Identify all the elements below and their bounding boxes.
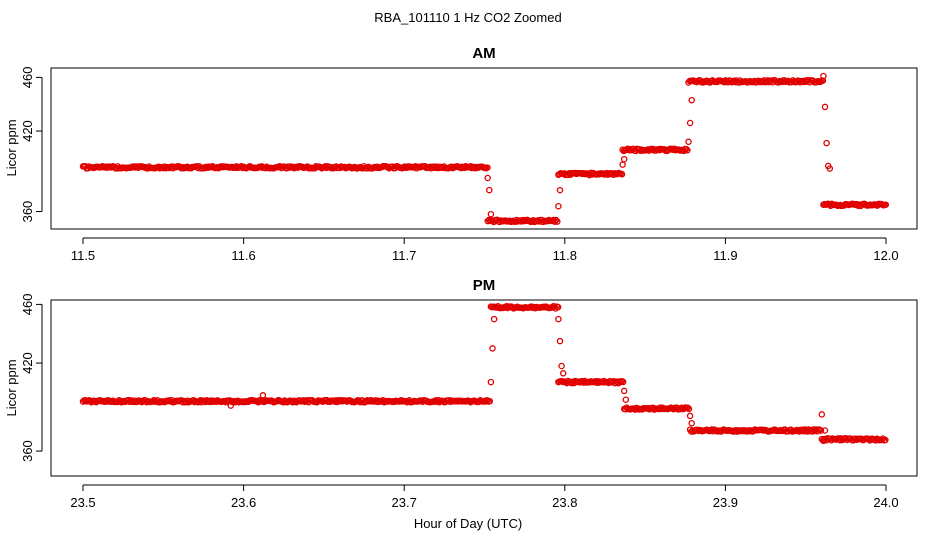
transition-point xyxy=(487,378,495,386)
transition-point xyxy=(685,138,692,146)
panel-am-points xyxy=(79,72,890,226)
data-point xyxy=(882,201,890,208)
data-point xyxy=(682,145,690,153)
transition-point xyxy=(620,387,628,395)
transition-point xyxy=(619,161,626,168)
transition-point xyxy=(686,412,694,420)
transition-point xyxy=(821,103,829,111)
y-tick-label: 460 xyxy=(20,294,35,316)
transition-point xyxy=(558,362,565,370)
transition-point xyxy=(555,202,562,210)
transition-point xyxy=(686,119,694,127)
data-point xyxy=(684,146,691,154)
data-point xyxy=(486,397,494,405)
panel-am-yaxis: 360 420 460 xyxy=(20,67,43,223)
data-point xyxy=(554,218,561,225)
panel-pm-xaxis: 23.5 23.6 23.7 23.8 23.9 24.0 xyxy=(70,484,899,510)
transition-point xyxy=(490,315,498,323)
transition-point xyxy=(821,427,829,434)
transition-point xyxy=(227,402,235,409)
y-tick-label: 360 xyxy=(20,201,35,223)
x-axis-label: Hour of Day (UTC) xyxy=(414,516,522,531)
y-tick-label: 360 xyxy=(20,440,35,462)
y-tick-label: 420 xyxy=(20,352,35,374)
x-tick-label: 11.8 xyxy=(553,248,577,263)
transition-point xyxy=(559,370,567,377)
transition-point xyxy=(489,345,496,352)
transition-point xyxy=(259,392,267,399)
data-point xyxy=(817,427,825,434)
transition-point xyxy=(823,139,830,147)
data-point xyxy=(878,436,886,444)
transition-point xyxy=(484,174,491,182)
data-point xyxy=(618,171,626,178)
transition-point xyxy=(820,437,827,445)
x-tick-label: 11.9 xyxy=(713,248,737,263)
panel-am-ylabel: Licor ppm xyxy=(4,119,19,176)
transition-point xyxy=(688,419,695,427)
transition-point xyxy=(818,411,826,418)
data-point xyxy=(554,303,562,311)
y-tick-label: 460 xyxy=(20,67,35,89)
transition-point xyxy=(486,186,493,194)
x-tick-label: 23.6 xyxy=(231,495,256,510)
x-tick-label: 23.9 xyxy=(713,495,738,510)
x-tick-label: 23.5 xyxy=(70,495,95,510)
transition-point xyxy=(688,96,695,104)
transition-point xyxy=(556,337,564,345)
transition-point xyxy=(620,155,628,163)
panel-pm-yaxis: 360 420 460 xyxy=(20,294,43,462)
data-point xyxy=(619,378,627,386)
transition-point xyxy=(820,72,827,80)
panel-am-frame xyxy=(50,67,918,230)
figure-title: RBA_101110 1 Hz CO2 Zoomed xyxy=(374,10,561,25)
panel-pm-ylabel: Licor ppm xyxy=(4,359,19,416)
panel-pm-frame xyxy=(50,299,918,477)
transition-point xyxy=(487,210,495,218)
panel-pm: PM Licor ppm 23.5 23.6 23.7 23.8 23.9 24.0 36… xyxy=(4,277,918,510)
transition-point xyxy=(622,396,630,403)
panel-am: AM Licor ppm 11.5 11.6 11.7 11.8 11.9 12.0 36… xyxy=(4,45,918,263)
data-point xyxy=(819,77,827,84)
data-point xyxy=(684,404,692,412)
transition-point xyxy=(556,186,564,194)
x-tick-label: 11.5 xyxy=(71,248,95,263)
x-tick-label: 23.8 xyxy=(552,495,577,510)
x-tick-label: 23.7 xyxy=(392,495,417,510)
data-point xyxy=(685,405,693,413)
data-point xyxy=(484,164,491,171)
data-point xyxy=(882,436,889,444)
y-tick-label: 420 xyxy=(20,120,35,142)
panel-am-xaxis: 11.5 11.6 11.7 11.8 11.9 12.0 xyxy=(71,237,899,263)
panel-pm-points xyxy=(79,303,889,445)
transition-point xyxy=(555,315,562,323)
panel-pm-title: PM xyxy=(473,277,496,294)
x-tick-label: 11.7 xyxy=(392,248,416,263)
x-tick-label: 11.6 xyxy=(231,248,255,263)
panel-am-title: AM xyxy=(472,45,495,62)
x-tick-label: 12.0 xyxy=(873,248,898,263)
x-tick-label: 24.0 xyxy=(873,495,898,510)
transition-point xyxy=(826,165,834,172)
